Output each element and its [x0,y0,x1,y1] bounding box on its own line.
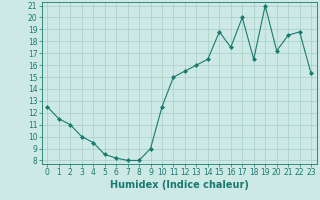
X-axis label: Humidex (Indice chaleur): Humidex (Indice chaleur) [110,180,249,190]
